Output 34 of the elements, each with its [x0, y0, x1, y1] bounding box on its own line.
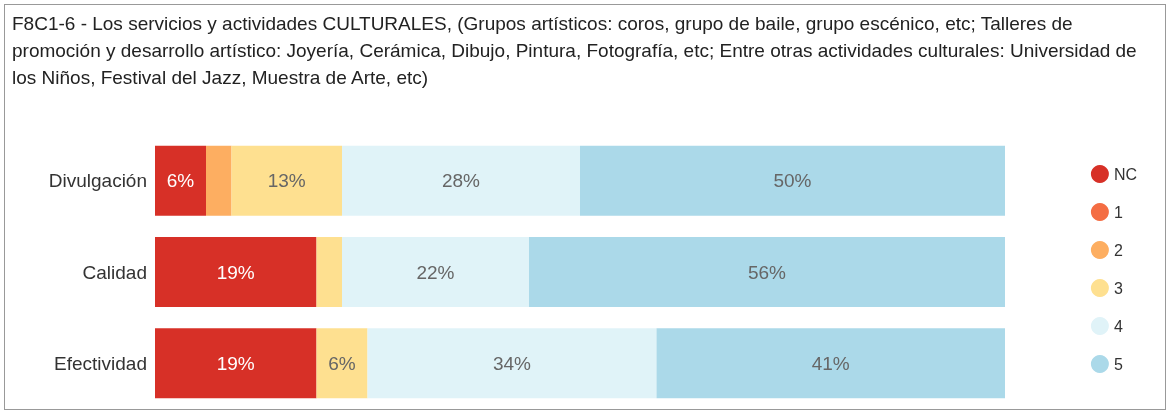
data-label: 28%: [441, 170, 481, 192]
bar: [155, 328, 317, 399]
bar: [367, 328, 657, 399]
data-label: 6%: [328, 352, 356, 374]
legend-label: NC: [1113, 165, 1137, 183]
bar: [206, 145, 232, 216]
bar: [656, 328, 1005, 399]
bar: [231, 145, 342, 216]
data-label: 34%: [492, 352, 532, 374]
bar: [316, 328, 368, 399]
legend-label: 3: [1113, 279, 1123, 297]
legend-label: 1: [1113, 203, 1123, 221]
data-label: 19%: [216, 352, 255, 374]
data-label: 19%: [216, 261, 255, 283]
data-label: 56%: [747, 261, 787, 283]
legend-label: 2: [1113, 241, 1123, 259]
chart-title: F8C1-6 - Los servicios y actividades CULTURALES, (Grupos artísticos: coros, grupo de baile, grupo escénico, etc; Talleres de promoción y desarrollo artístico: Joyería, Cerámica, Dibujo, Pintura, Fotografía, etc; Entre otras actividades culturales: Universidad de los Niños, Festival del Jazz, Muestra de Arte, etc): [12, 12, 1138, 90]
legend-label: 4: [1113, 317, 1123, 335]
data-label: 50%: [773, 170, 812, 192]
bar: [342, 237, 529, 307]
bar: [342, 145, 580, 216]
data-label: 22%: [416, 261, 455, 283]
bar: [529, 237, 1005, 307]
bar: [155, 237, 317, 307]
bar: [155, 145, 206, 216]
data-label: 41%: [811, 352, 850, 374]
data-label: 6%: [166, 170, 195, 192]
y-tick-label: Calidad: [82, 261, 147, 283]
y-tick-label: Efectividad: [54, 352, 147, 374]
data-label: 13%: [267, 170, 306, 192]
y-tick-label: Divulgación: [48, 170, 147, 192]
legend-label: 5: [1113, 355, 1123, 373]
bar: [316, 237, 342, 307]
bar: [580, 145, 1005, 216]
